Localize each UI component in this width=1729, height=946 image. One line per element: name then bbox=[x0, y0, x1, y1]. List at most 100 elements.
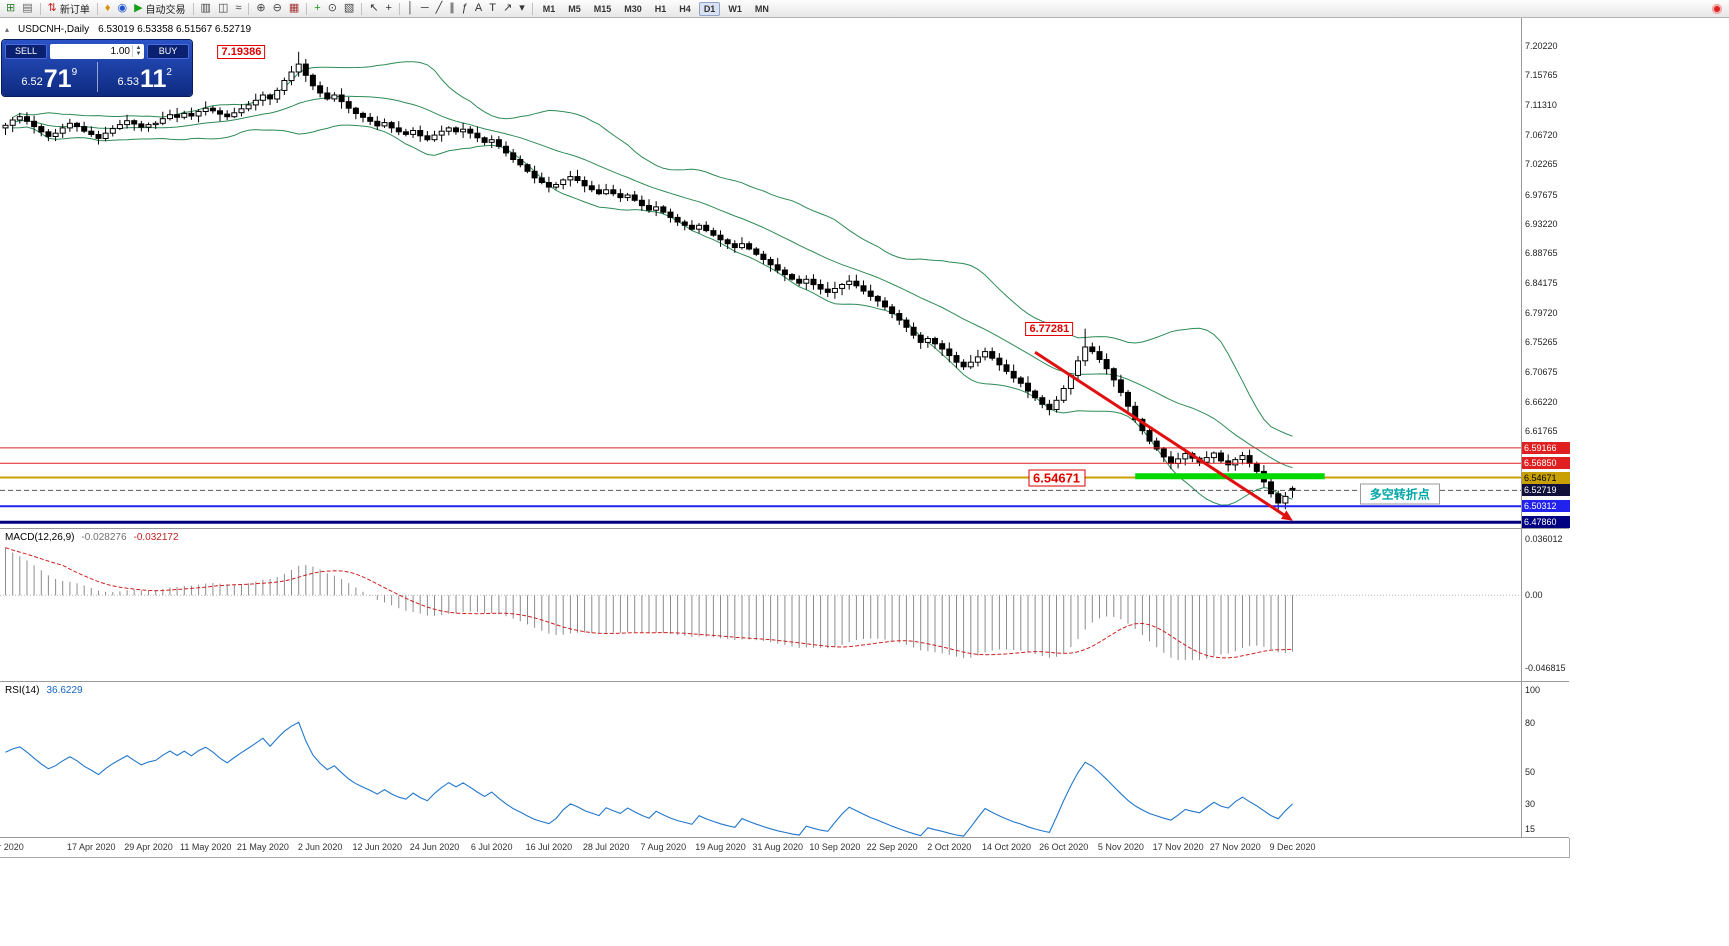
arrows-tool-icon: ↗ bbox=[502, 2, 513, 14]
panel-toggle-icon[interactable]: ▴ bbox=[5, 25, 10, 34]
high-price-label-1[interactable]: 7.19386 bbox=[217, 44, 266, 59]
horizontal-price-lines[interactable] bbox=[0, 447, 1521, 524]
date-label: 16 Jul 2020 bbox=[525, 842, 573, 852]
autotrading-button[interactable]: ▶ 自动交易 bbox=[131, 1, 188, 17]
price-axis-label: 6.88765 bbox=[1525, 248, 1558, 259]
date-label: 12 Jun 2020 bbox=[352, 842, 403, 852]
channel-tool-icon: ∥ bbox=[449, 2, 455, 14]
turning-point-note[interactable]: 多空转折点 bbox=[1359, 483, 1440, 505]
community-icon[interactable] bbox=[1712, 3, 1722, 14]
pane-separator[interactable] bbox=[0, 528, 1569, 529]
date-label: 10 Sep 2020 bbox=[809, 842, 861, 852]
date-label: 2 Oct 2020 bbox=[927, 842, 972, 852]
price-line-label: 6.52719 bbox=[1522, 484, 1570, 497]
date-label: 5 Nov 2020 bbox=[1097, 842, 1144, 852]
timeframe-w1-button[interactable]: W1 bbox=[728, 3, 742, 14]
sell-button[interactable]: SELL bbox=[5, 43, 47, 59]
text-tool-button[interactable]: A bbox=[472, 1, 485, 16]
arrows-dropdown-button[interactable]: ▾ bbox=[516, 1, 528, 16]
chart-info-line: ▴ USDCNH-,Daily 6.53019 6.53358 6.51567 … bbox=[5, 24, 251, 35]
cursor-button[interactable]: ↖ bbox=[366, 1, 381, 16]
timeframe-h1-button[interactable]: H1 bbox=[654, 3, 667, 14]
volume-up-icon[interactable]: ▲ bbox=[135, 45, 142, 51]
pane-separator[interactable] bbox=[0, 681, 1569, 682]
date-label: Apr 2020 bbox=[0, 842, 24, 852]
channel-tool-button[interactable]: ∥ bbox=[446, 1, 458, 16]
indicators-icon: + bbox=[314, 2, 321, 14]
sell-price[interactable]: 6.52 71 9 bbox=[2, 59, 97, 95]
main-toolbar: ⊞ ▤ ⇅ 新订单 ♦ ◉ ▶ 自动交易 ▥ ◫ ≈ ⊕ ⊖ ▦ + ⊙ ▧ ↖ + │ ─ ╱ ∥ ƒ A T ↗ ▾ M1 M5 M15… bbox=[0, 0, 1729, 18]
timeframe-mn-button[interactable]: MN bbox=[754, 3, 769, 14]
price-axis-label: 7.15765 bbox=[1525, 70, 1558, 81]
fibonacci-tool-icon: ƒ bbox=[461, 2, 468, 14]
date-label: 17 Nov 2020 bbox=[1152, 842, 1204, 852]
date-label: 17 Apr 2020 bbox=[67, 842, 116, 852]
zoom-out-icon: ⊖ bbox=[272, 2, 282, 14]
price-divider bbox=[96, 62, 98, 92]
horizontal-line-icon: ─ bbox=[420, 2, 429, 14]
tile-windows-icon: ▦ bbox=[288, 2, 300, 14]
bar-chart-button[interactable]: ▥ bbox=[198, 1, 214, 16]
support-price-label[interactable]: 6.54671 bbox=[1028, 469, 1086, 487]
rsi-canvas[interactable] bbox=[0, 682, 1521, 837]
timeframe-m5-button[interactable]: M5 bbox=[568, 3, 581, 14]
vertical-line-button[interactable]: │ bbox=[404, 1, 417, 16]
macd-canvas[interactable] bbox=[0, 529, 1521, 681]
new-order-button[interactable]: ⇅ 新订单 bbox=[45, 1, 93, 17]
price-axis[interactable]: 7.20220 7.15765 7.11310 7.06720 7.02265 6.976… bbox=[1521, 18, 1570, 838]
timeframe-h4-button[interactable]: H4 bbox=[679, 3, 691, 14]
time-axis[interactable]: Apr 2020 17 Apr 2020 29 Apr 2020 11 May 202… bbox=[0, 838, 1521, 857]
rsi-line bbox=[5, 721, 1293, 837]
price-line-label: 6.59166 bbox=[1522, 441, 1570, 454]
high-price-label-2[interactable]: 6.77281 bbox=[1025, 321, 1074, 336]
price-axis-label: 7.06720 bbox=[1525, 130, 1558, 140]
buy-button[interactable]: BUY bbox=[147, 43, 189, 59]
tile-windows-button[interactable]: ▦ bbox=[286, 1, 302, 16]
new-chart-button[interactable]: ⊞ bbox=[3, 1, 18, 16]
volume-input[interactable] bbox=[50, 45, 132, 57]
timeframe-m30-button[interactable]: M30 bbox=[624, 3, 642, 14]
periods-button[interactable]: ⊙ bbox=[325, 1, 340, 16]
date-label: 11 May 2020 bbox=[180, 842, 232, 852]
crosshair-button[interactable]: + bbox=[383, 1, 395, 16]
rsi-label: RSI(14) bbox=[5, 685, 40, 696]
trendline-tool-button[interactable]: ╱ bbox=[433, 1, 446, 16]
timeframe-d1-button[interactable]: D1 bbox=[698, 1, 721, 16]
templates-button[interactable]: ▧ bbox=[341, 1, 357, 16]
timeframe-m15-button[interactable]: M15 bbox=[593, 3, 612, 14]
buy-price[interactable]: 6.53 11 2 bbox=[98, 59, 193, 95]
autotrading-label: 自动交易 bbox=[145, 5, 186, 16]
profiles-button[interactable]: ▤ bbox=[19, 1, 35, 16]
candle-chart-button[interactable]: ◫ bbox=[215, 1, 231, 16]
alerts-button[interactable]: ♦ bbox=[102, 1, 114, 16]
new-chart-icon: ⊞ bbox=[6, 2, 16, 14]
buy-price-small: 6.53 bbox=[117, 76, 139, 88]
date-label: 22 Sep 2020 bbox=[866, 842, 918, 852]
macd-header: MACD(12,26,9) -0.028276 -0.032172 bbox=[5, 532, 179, 543]
label-tool-icon: T bbox=[489, 2, 496, 14]
fibonacci-tool-button[interactable]: ƒ bbox=[459, 1, 471, 16]
volume-down-icon[interactable]: ▼ bbox=[135, 51, 142, 57]
indicators-button[interactable]: + bbox=[311, 1, 323, 16]
rsi-pane[interactable]: RSI(14) 36.6229 bbox=[0, 682, 1521, 837]
label-tool-button[interactable]: T bbox=[486, 1, 499, 16]
zoom-out-button[interactable]: ⊖ bbox=[270, 1, 285, 16]
toolbar-separator bbox=[306, 2, 308, 15]
downtrend-line[interactable] bbox=[1034, 351, 1293, 521]
chart-window[interactable]: ▴ USDCNH-,Daily 6.53019 6.53358 6.51567 … bbox=[0, 18, 1570, 858]
arrows-tool-button[interactable]: ↗ bbox=[500, 1, 515, 16]
macd-scale-label: -0.046815 bbox=[1525, 663, 1566, 674]
community-button[interactable]: ◉ bbox=[114, 1, 130, 16]
macd-pane[interactable]: MACD(12,26,9) -0.028276 -0.032172 bbox=[0, 529, 1521, 681]
macd-scale-label: 0.036012 bbox=[1525, 534, 1563, 545]
price-axis-label: 7.02265 bbox=[1525, 159, 1558, 170]
main-chart-pane[interactable]: ▴ USDCNH-,Daily 6.53019 6.53358 6.51567 … bbox=[0, 18, 1521, 528]
timeframe-m1-button[interactable]: M1 bbox=[542, 3, 556, 14]
vertical-line-icon: │ bbox=[406, 2, 414, 14]
zoom-in-button[interactable]: ⊕ bbox=[253, 1, 268, 16]
price-chart-canvas[interactable] bbox=[0, 18, 1521, 528]
horizontal-line-button[interactable]: ─ bbox=[418, 1, 432, 16]
volume-field: ▲ ▼ bbox=[50, 43, 144, 59]
sell-price-pip: 9 bbox=[71, 67, 78, 78]
line-chart-button[interactable]: ≈ bbox=[232, 1, 244, 16]
